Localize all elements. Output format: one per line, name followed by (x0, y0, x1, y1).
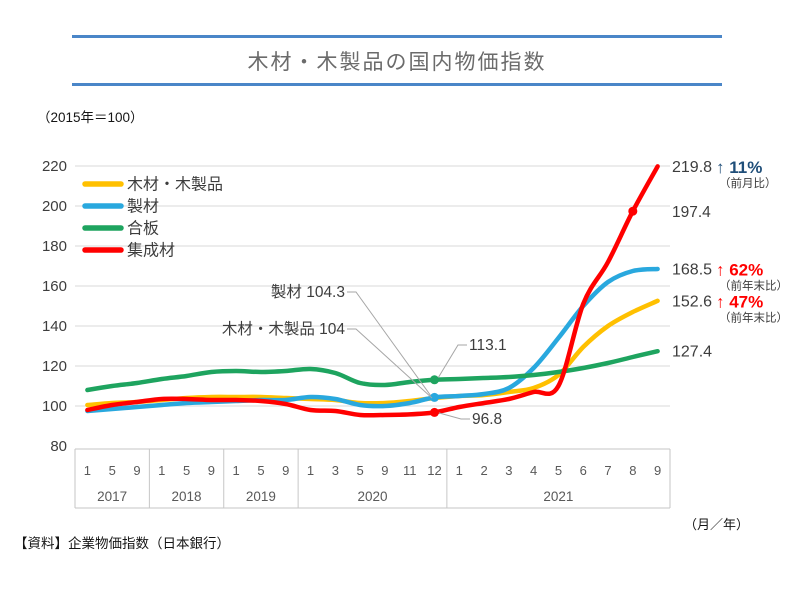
x-axis-month-label: 9 (381, 463, 388, 478)
index-base-note: （2015年＝100） (37, 110, 144, 125)
y-axis-tick-label: 80 (50, 438, 67, 455)
x-axis-month-label: 9 (654, 463, 661, 478)
x-axis-month-label: 3 (332, 463, 339, 478)
x-axis-month-label: 6 (580, 463, 587, 478)
month-year-axis-label: （月／年） (684, 517, 750, 532)
legend-label: 木材・木製品 (127, 176, 223, 194)
x-axis-month-label: 2 (480, 463, 487, 478)
x-axis-month-label: 1 (307, 463, 314, 478)
data-point-marker (628, 206, 638, 216)
data-point-marker (429, 407, 439, 417)
point-label: 木材・木製品 104 (222, 320, 346, 338)
point-label: 113.1 (469, 337, 507, 354)
annotation-leader (347, 328, 433, 399)
series-end-value: 219.8 (672, 159, 712, 176)
change-note: （前年末比） (719, 279, 788, 293)
point-label: 96.8 (472, 411, 502, 428)
x-axis-year-label: 2017 (97, 489, 127, 504)
source-note: 【資料】企業物価指数（日本銀行） (14, 536, 230, 551)
x-axis-year-label: 2018 (172, 489, 202, 504)
change-badge: ↑ 47% (716, 292, 763, 311)
x-axis-month-label: 1 (456, 463, 463, 478)
x-axis-month-label: 9 (133, 463, 140, 478)
change-note: （前年末比） (719, 310, 788, 324)
y-axis-tick-label: 180 (42, 238, 67, 255)
data-point-marker (429, 375, 439, 385)
change-badge: ↑ 11% (716, 158, 762, 177)
change-note: （前月比） (719, 176, 777, 190)
x-axis-month-label: 1 (84, 463, 91, 478)
legend-label: 合板 (127, 220, 159, 238)
x-axis-month-label: 5 (356, 463, 363, 478)
series-end-value: 152.6 (672, 293, 712, 310)
x-axis-year-label: 2021 (543, 489, 573, 504)
chart-title: 木材・木製品の国内物価指数 (247, 50, 547, 74)
change-badge: ↑ 62% (716, 261, 763, 280)
y-axis-tick-label: 140 (42, 318, 67, 335)
x-axis-month-label: 7 (604, 463, 611, 478)
y-axis-tick-label: 220 (42, 158, 67, 175)
y-axis-tick-label: 100 (42, 398, 67, 415)
y-axis-tick-label: 160 (42, 278, 67, 295)
x-axis-year-label: 2020 (357, 489, 387, 504)
y-axis-tick-label: 120 (42, 358, 67, 375)
series-end-value: 127.4 (672, 344, 712, 361)
series-end-value: 168.5 (672, 262, 712, 279)
annotation-leader (436, 411, 470, 420)
x-axis-month-label: 1 (233, 463, 240, 478)
x-axis-month-label: 12 (427, 463, 441, 478)
legend-label: 集成材 (127, 242, 175, 260)
y-axis-tick-label: 200 (42, 198, 67, 215)
x-axis-month-label: 9 (208, 463, 215, 478)
x-axis-month-label: 5 (555, 463, 562, 478)
x-axis-month-label: 3 (505, 463, 512, 478)
point-label: 197.4 (672, 204, 711, 221)
x-axis-month-label: 5 (257, 463, 264, 478)
x-axis-year-label: 2019 (246, 489, 276, 504)
x-axis-month-label: 5 (183, 463, 190, 478)
data-point-marker (429, 392, 439, 402)
annotation-leader (436, 344, 467, 381)
series-line-集成材 (85, 164, 660, 418)
annotation-leader (347, 291, 433, 398)
x-axis-month-label: 9 (282, 463, 289, 478)
title-band: 木材・木製品の国内物価指数 (72, 35, 722, 86)
x-axis-month-label: 1 (158, 463, 165, 478)
x-axis-month-label: 11 (403, 463, 417, 478)
legend-label: 製材 (127, 198, 159, 216)
series-line-合板 (85, 348, 660, 393)
point-label: 製材 104.3 (271, 283, 345, 301)
x-axis-month-label: 5 (109, 463, 116, 478)
series-line-製材 (85, 266, 660, 414)
x-axis-month-label: 8 (629, 463, 636, 478)
x-axis-month-label: 4 (530, 463, 537, 478)
